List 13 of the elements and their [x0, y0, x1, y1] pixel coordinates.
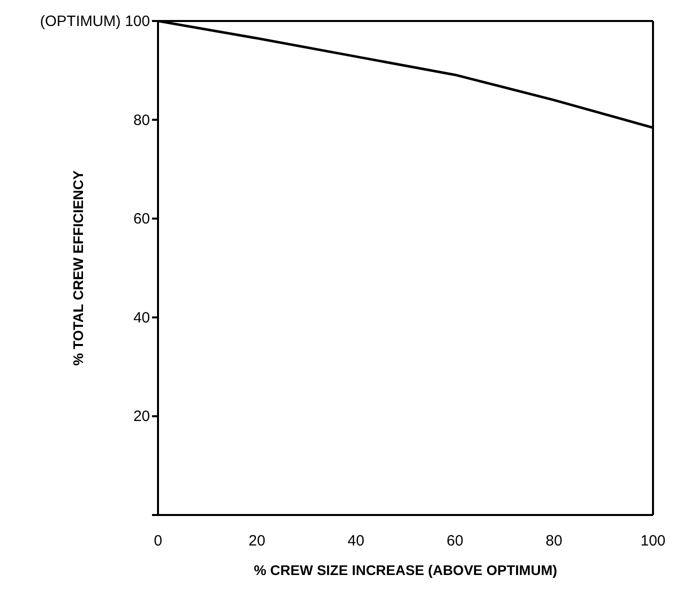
y-tick-label: 80 [133, 112, 150, 129]
y-tick-label: (OPTIMUM) 100 [40, 13, 150, 30]
x-tick-label: 100 [640, 532, 666, 550]
x-axis-title: % CREW SIZE INCREASE (ABOVE OPTIMUM) [254, 562, 558, 578]
y-tick-label: 20 [133, 408, 150, 426]
x-tick-label: 0 [154, 532, 162, 550]
x-tick-label: 80 [546, 532, 562, 550]
y-tick-label: 40 [133, 309, 150, 326]
x-tick-label: 20 [248, 532, 266, 550]
x-tick-label: 60 [446, 532, 464, 550]
y-axis-title: % TOTAL CREW EFFICIENCY [70, 170, 86, 366]
x-tick-label: 40 [348, 532, 364, 550]
y-tick-label: 60 [133, 210, 150, 228]
